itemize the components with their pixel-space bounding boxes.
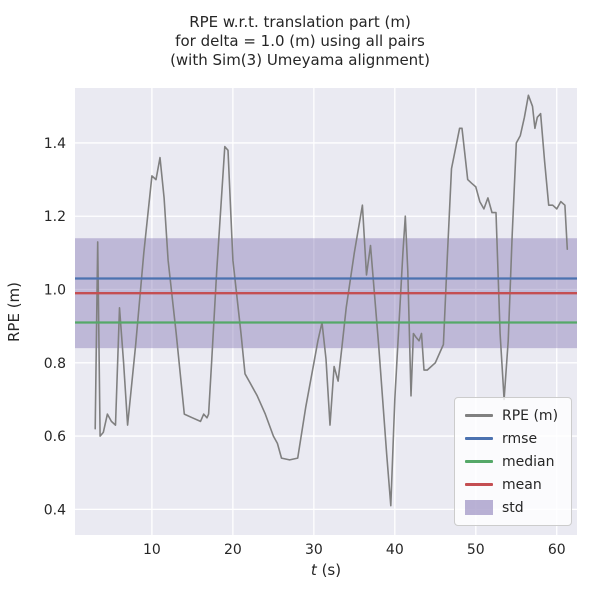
x-axis-label: t (s) (75, 561, 577, 579)
legend-item-mean: mean (465, 473, 561, 496)
legend-swatch-line (465, 483, 493, 486)
legend-item-rmse: rmse (465, 427, 561, 450)
x-axis-label-variable: t (310, 561, 317, 579)
legend-label: median (502, 453, 555, 470)
legend-item-std: std (465, 496, 561, 519)
legend-label: std (502, 499, 524, 516)
x-tick-label: 30 (305, 542, 323, 558)
x-tick-label: 60 (548, 542, 566, 558)
y-tick-label: 1.2 (44, 209, 66, 225)
x-tick-label: 10 (143, 542, 161, 558)
chart-title-line-1: RPE w.r.t. translation part (m) (189, 13, 411, 31)
y-axis-label: RPE (m) (5, 281, 23, 343)
legend-item-median: median (465, 450, 561, 473)
legend-label: rmse (502, 430, 538, 447)
x-tick-label: 40 (386, 542, 404, 558)
x-tick-label: 20 (224, 542, 242, 558)
y-tick-label: 1.4 (44, 136, 66, 152)
legend-swatch-line (465, 414, 493, 417)
legend-swatch-line (465, 437, 493, 440)
x-tick-label: 50 (467, 542, 485, 558)
y-tick-label: 1.0 (44, 283, 66, 299)
chart-title-line-3: (with Sim(3) Umeyama alignment) (170, 51, 430, 69)
x-axis-label-unit: (s) (316, 561, 342, 579)
legend-label: RPE (m) (502, 407, 559, 424)
y-tick-label: 0.6 (44, 429, 66, 445)
legend-swatch-line (465, 460, 493, 463)
chart-title-line-2: for delta = 1.0 (m) using all pairs (175, 32, 425, 50)
legend-label: mean (502, 476, 542, 493)
chart-title: RPE w.r.t. translation part (m) for delt… (0, 13, 600, 70)
legend-item-rpe-m-: RPE (m) (465, 404, 561, 427)
rpe-line (94, 94, 569, 507)
y-tick-label: 0.8 (44, 356, 66, 372)
legend: RPE (m) rmse median mean std (454, 397, 572, 526)
y-tick-label: 0.4 (44, 502, 66, 518)
legend-swatch-patch (465, 500, 493, 515)
